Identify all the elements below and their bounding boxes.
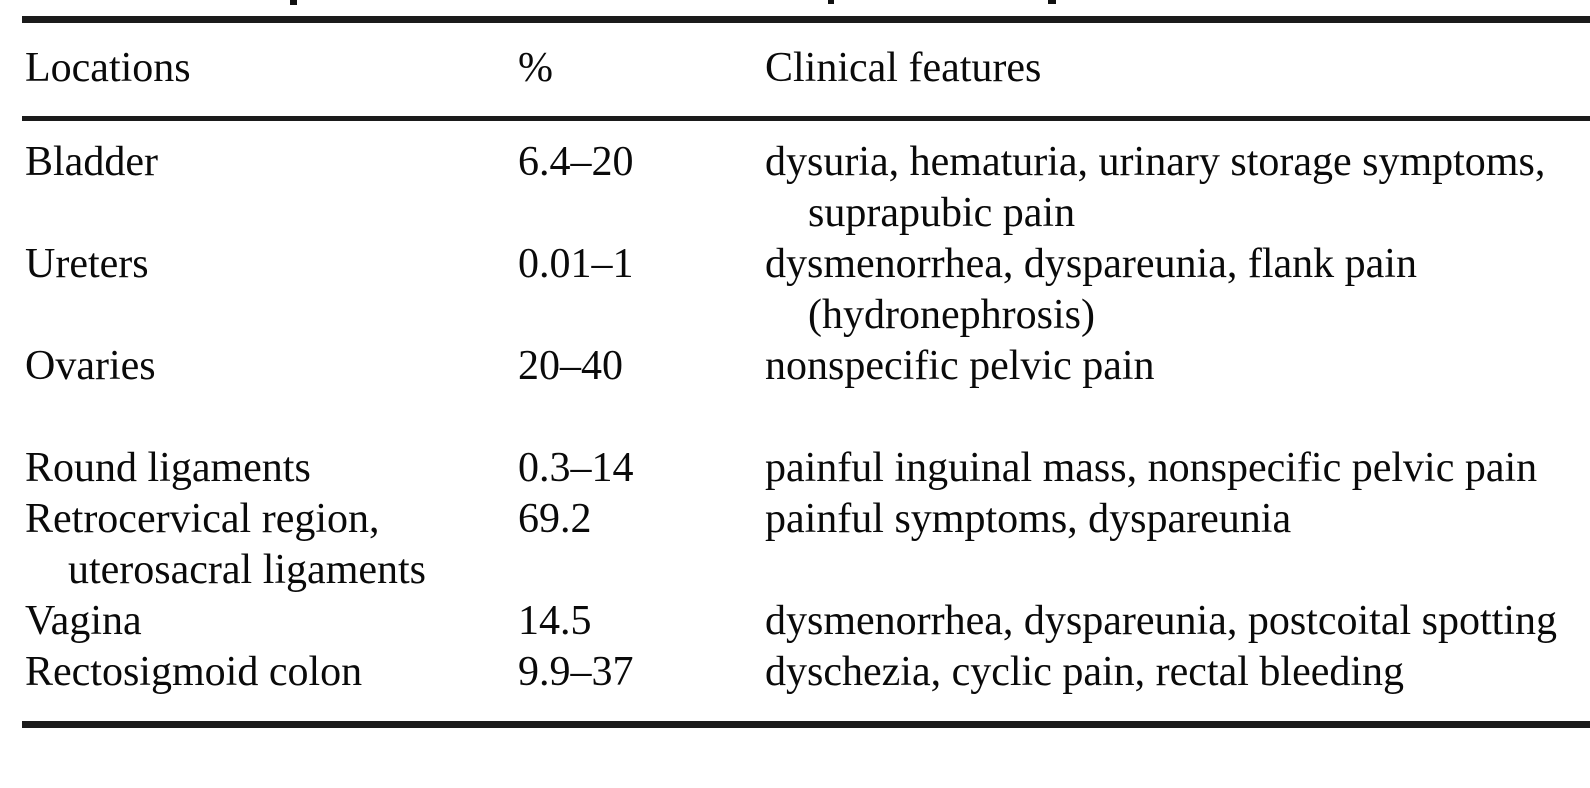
location-text: Vagina — [25, 598, 142, 644]
location-text: Round ligaments — [25, 445, 311, 491]
cropped-caption-fragment — [1048, 0, 1056, 4]
table-bottom-rule — [22, 721, 1590, 728]
features-cell: dysuria, hematuria, urinary storage symp… — [765, 137, 1590, 239]
features-cell: painful inguinal mass, nonspecific pelvi… — [765, 443, 1590, 494]
column-header-percent: % — [518, 45, 553, 91]
features-cell: dysmenorrhea, dyspareunia, postcoital sp… — [765, 596, 1590, 647]
features-text: nonspecific pelvic pain — [765, 343, 1155, 389]
percent-cell: 14.5 — [518, 596, 765, 647]
table-top-rule — [22, 16, 1590, 23]
location-cell: Retrocervical region, uterosacral ligame… — [22, 494, 518, 596]
percent-cell: 9.9–37 — [518, 647, 765, 698]
features-text: dysmenorrhea, dyspareunia, flank pain — [765, 241, 1417, 287]
percent-text: 0.3–14 — [518, 445, 634, 491]
table-row-ureters: Ureters 0.01–1 dysmenorrhea, dyspareunia… — [22, 239, 1590, 341]
location-text: Retrocervical region, — [25, 496, 380, 542]
percent-text: 6.4–20 — [518, 139, 634, 185]
features-text: dysuria, hematuria, urinary storage symp… — [765, 139, 1546, 185]
location-text: Bladder — [25, 139, 158, 185]
location-cell: Ureters — [22, 239, 518, 341]
location-cell: Rectosigmoid colon — [22, 647, 518, 698]
table-row-retrocervical: Retrocervical region, uterosacral ligame… — [22, 494, 1590, 596]
location-cell: Ovaries — [22, 341, 518, 392]
location-text: Ureters — [25, 241, 149, 287]
location-text-wrapped: uterosacral ligaments — [68, 547, 427, 593]
header-cell-percent: % — [518, 43, 765, 94]
header-cell-clinical-features: Clinical features — [765, 43, 1590, 94]
cropped-caption-fragment — [290, 0, 297, 5]
percent-text: 20–40 — [518, 343, 623, 389]
features-text: dysmenorrhea, dyspareunia, postcoital sp… — [765, 598, 1557, 644]
column-header-locations: Locations — [25, 45, 191, 91]
percent-cell: 0.3–14 — [518, 443, 765, 494]
features-text-wrapped: (hydronephrosis) — [808, 292, 1095, 338]
table-row-round-ligaments: Round ligaments 0.3–14 painful inguinal … — [22, 443, 1590, 494]
cropped-caption-fragment — [828, 0, 834, 4]
percent-text: 14.5 — [518, 598, 592, 644]
features-text: painful inguinal mass, nonspecific pelvi… — [765, 445, 1538, 491]
percent-cell: 6.4–20 — [518, 137, 765, 239]
features-cell: dyschezia, cyclic pain, rectal bleeding — [765, 647, 1590, 698]
header-cell-locations: Locations — [22, 43, 518, 94]
features-cell: painful symptoms, dyspareunia — [765, 494, 1590, 596]
table-row-ovaries: Ovaries 20–40 nonspecific pelvic pain — [22, 341, 1590, 392]
percent-text: 0.01–1 — [518, 241, 634, 287]
location-cell: Round ligaments — [22, 443, 518, 494]
percent-text: 9.9–37 — [518, 649, 634, 695]
table-body: Bladder 6.4–20 dysuria, hematuria, urina… — [22, 121, 1590, 721]
features-text: painful symptoms, dyspareunia — [765, 496, 1292, 542]
percent-cell: 0.01–1 — [518, 239, 765, 341]
percent-text: 69.2 — [518, 496, 592, 542]
features-cell: nonspecific pelvic pain — [765, 341, 1590, 392]
column-header-clinical-features: Clinical features — [765, 45, 1042, 91]
percent-cell: 20–40 — [518, 341, 765, 392]
table-row-bladder: Bladder 6.4–20 dysuria, hematuria, urina… — [22, 137, 1590, 239]
features-text: dyschezia, cyclic pain, rectal bleeding — [765, 649, 1405, 695]
features-text-wrapped: suprapubic pain — [808, 190, 1076, 236]
location-text: Ovaries — [25, 343, 156, 389]
table-header-row: Locations % Clinical features — [22, 23, 1590, 116]
table-row-spacer — [22, 392, 1590, 443]
location-text: Rectosigmoid colon — [25, 649, 363, 695]
percent-cell: 69.2 — [518, 494, 765, 596]
clinical-features-table: Locations % Clinical features Bladder 6.… — [22, 16, 1590, 728]
location-cell: Vagina — [22, 596, 518, 647]
features-cell: dysmenorrhea, dyspareunia, flank pain (h… — [765, 239, 1590, 341]
location-cell: Bladder — [22, 137, 518, 239]
table-row-rectosigmoid-colon: Rectosigmoid colon 9.9–37 dyschezia, cyc… — [22, 647, 1590, 698]
table-row-vagina: Vagina 14.5 dysmenorrhea, dyspareunia, p… — [22, 596, 1590, 647]
header-separator-rule — [22, 116, 1590, 121]
